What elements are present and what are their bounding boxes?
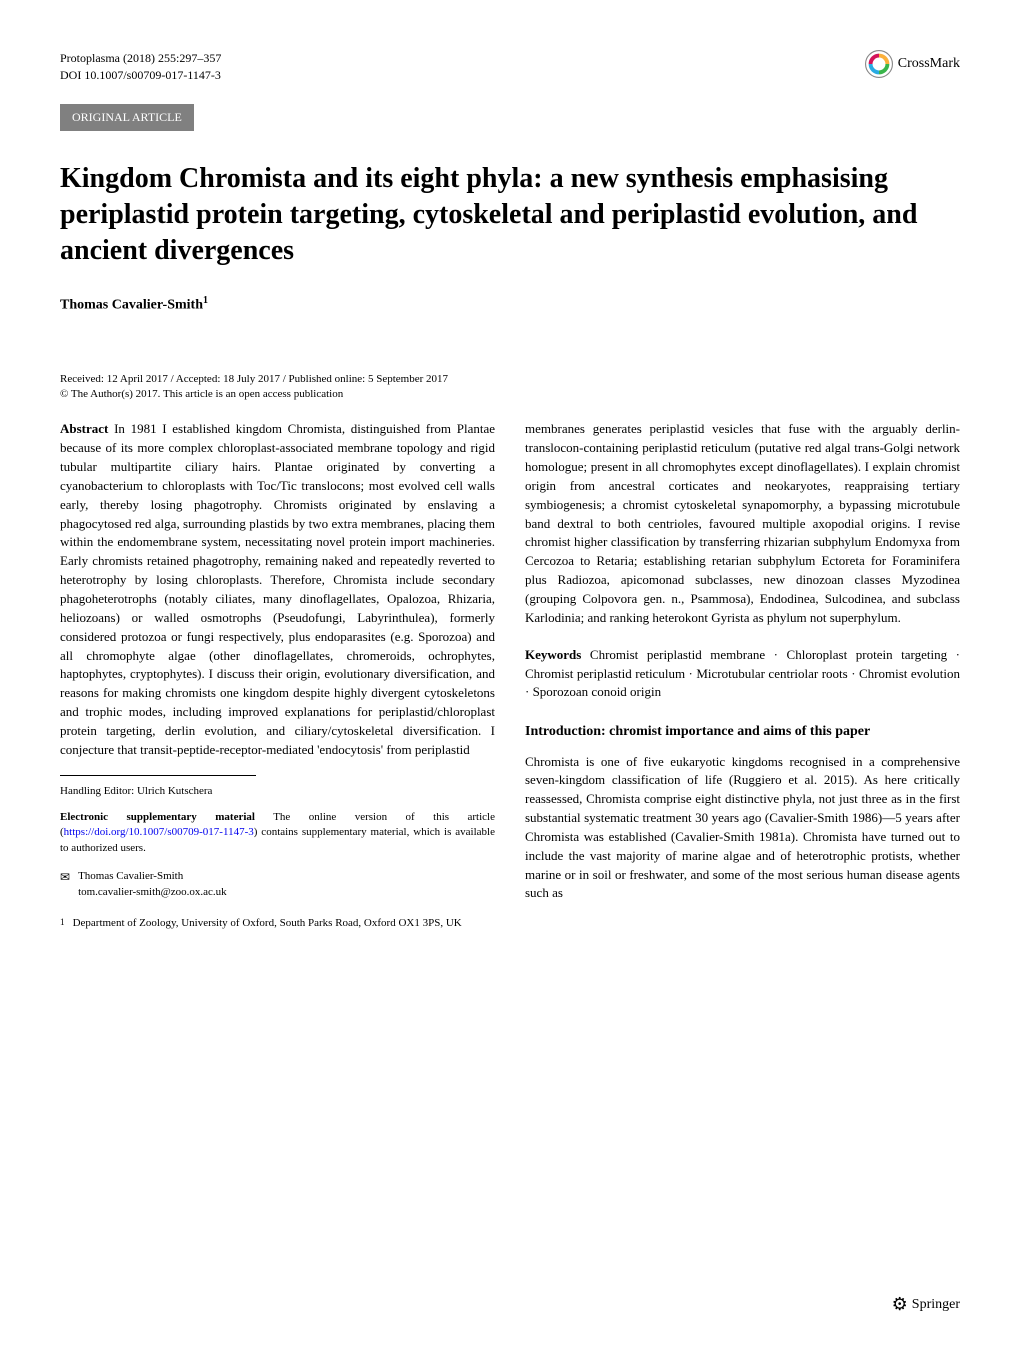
- crossmark-badge[interactable]: CrossMark: [865, 50, 960, 78]
- correspondence-details: Thomas Cavalier-Smith tom.cavalier-smith…: [78, 869, 227, 901]
- affiliation-text: Department of Zoology, University of Oxf…: [73, 916, 462, 932]
- header-row: Protoplasma (2018) 255:297–357 DOI 10.10…: [60, 50, 960, 84]
- doi: DOI 10.1007/s00709-017-1147-3: [60, 67, 221, 84]
- handling-editor: Handling Editor: Ulrich Kutschera: [60, 784, 495, 800]
- correspondence-email: tom.cavalier-smith@zoo.ox.ac.uk: [78, 885, 227, 901]
- two-column-layout: Abstract In 1981 I established kingdom C…: [60, 420, 960, 932]
- crossmark-icon: [865, 50, 893, 78]
- author-line: Thomas Cavalier-Smith1: [60, 295, 960, 314]
- envelope-icon: ✉: [60, 869, 70, 901]
- keywords-paragraph: Keywords Chromist periplastid membrane ·…: [525, 646, 960, 703]
- journal-citation: Protoplasma (2018) 255:297–357: [60, 50, 221, 67]
- right-column: membranes generates periplastid vesicles…: [525, 420, 960, 932]
- springer-icon: ⚙: [892, 1294, 908, 1315]
- keywords-text: Chromist periplastid membrane · Chloropl…: [525, 647, 960, 700]
- copyright: © The Author(s) 2017. This article is an…: [60, 388, 960, 400]
- abstract-left-text: In 1981 I established kingdom Chromista,…: [60, 421, 495, 756]
- keywords-label: Keywords: [525, 647, 581, 662]
- supp-link[interactable]: https://doi.org/10.1007/s00709-017-1147-…: [64, 826, 254, 838]
- abstract-paragraph: Abstract In 1981 I established kingdom C…: [60, 420, 495, 759]
- author-name: Thomas Cavalier-Smith: [60, 297, 203, 312]
- abstract-right-text: membranes generates periplastid vesicles…: [525, 420, 960, 627]
- intro-heading: Introduction: chromist importance and ai…: [525, 722, 960, 742]
- left-column: Abstract In 1981 I established kingdom C…: [60, 420, 495, 932]
- journal-info: Protoplasma (2018) 255:297–357 DOI 10.10…: [60, 50, 221, 84]
- supplementary-material: Electronic supplementary material The on…: [60, 810, 495, 858]
- affiliation-number: 1: [60, 916, 65, 932]
- footer-divider: [60, 775, 256, 776]
- correspondence-name: Thomas Cavalier-Smith: [78, 869, 227, 885]
- intro-text: Chromista is one of five eukaryotic king…: [525, 753, 960, 904]
- crossmark-label: CrossMark: [898, 56, 960, 72]
- article-type: ORIGINAL ARTICLE: [60, 104, 194, 131]
- publisher-name: Springer: [912, 1297, 960, 1313]
- publisher-logo: ⚙ Springer: [892, 1294, 960, 1315]
- author-affiliation-ref: 1: [203, 295, 208, 306]
- affiliation-block: 1 Department of Zoology, University of O…: [60, 916, 495, 932]
- article-title: Kingdom Chromista and its eight phyla: a…: [60, 161, 960, 270]
- supp-label: Electronic supplementary material: [60, 811, 255, 823]
- correspondence-block: ✉ Thomas Cavalier-Smith tom.cavalier-smi…: [60, 869, 495, 901]
- abstract-label: Abstract: [60, 421, 108, 436]
- article-dates: Received: 12 April 2017 / Accepted: 18 J…: [60, 373, 960, 385]
